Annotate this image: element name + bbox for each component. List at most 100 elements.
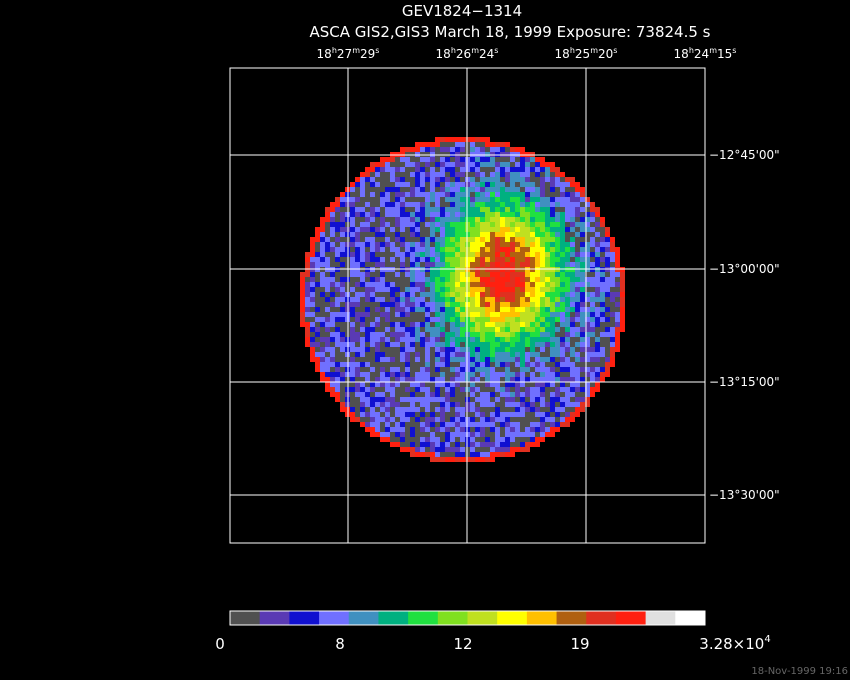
pixel bbox=[330, 212, 335, 217]
pixel bbox=[475, 417, 480, 422]
pixel bbox=[475, 377, 480, 382]
pixel bbox=[325, 312, 330, 317]
pixel bbox=[445, 242, 450, 247]
pixel bbox=[610, 272, 615, 277]
pixel bbox=[605, 277, 610, 282]
pixel bbox=[500, 342, 505, 347]
pixel bbox=[375, 202, 380, 207]
pixel bbox=[380, 332, 385, 337]
pixel bbox=[420, 442, 425, 447]
pixel bbox=[575, 382, 580, 387]
pixel bbox=[455, 397, 460, 402]
pixel bbox=[520, 282, 525, 287]
pixel bbox=[555, 417, 560, 422]
pixel bbox=[560, 262, 565, 267]
pixel bbox=[385, 202, 390, 207]
pixel bbox=[500, 302, 505, 307]
pixel bbox=[395, 327, 400, 332]
pixel bbox=[355, 227, 360, 232]
pixel bbox=[580, 347, 585, 352]
pixel bbox=[445, 182, 450, 187]
pixel bbox=[495, 342, 500, 347]
pixel bbox=[365, 317, 370, 322]
pixel bbox=[560, 297, 565, 302]
pixel bbox=[350, 382, 355, 387]
pixel bbox=[595, 252, 600, 257]
pixel bbox=[480, 407, 485, 412]
pixel bbox=[510, 447, 515, 452]
pixel bbox=[330, 287, 335, 292]
pixel bbox=[560, 422, 565, 427]
pixel bbox=[455, 377, 460, 382]
pixel bbox=[400, 222, 405, 227]
pixel bbox=[450, 207, 455, 212]
pixel bbox=[480, 157, 485, 162]
colorbar-segment bbox=[526, 611, 558, 625]
pixel bbox=[475, 307, 480, 312]
pixel bbox=[380, 232, 385, 237]
pixel bbox=[595, 237, 600, 242]
pixel bbox=[335, 357, 340, 362]
pixel bbox=[530, 357, 535, 362]
pixel bbox=[470, 402, 475, 407]
colorbar-segment bbox=[645, 611, 676, 625]
pixel bbox=[570, 287, 575, 292]
pixel bbox=[455, 312, 460, 317]
pixel bbox=[300, 277, 305, 282]
pixel bbox=[495, 197, 500, 202]
pixel bbox=[405, 247, 410, 252]
pixel bbox=[380, 162, 385, 167]
pixel bbox=[525, 347, 530, 352]
pixel bbox=[300, 317, 305, 322]
pixel bbox=[440, 382, 445, 387]
pixel bbox=[445, 282, 450, 287]
pixel bbox=[485, 187, 490, 192]
pixel bbox=[530, 377, 535, 382]
pixel bbox=[425, 407, 430, 412]
pixel bbox=[500, 207, 505, 212]
pixel bbox=[400, 162, 405, 167]
pixel bbox=[495, 182, 500, 187]
pixel bbox=[565, 242, 570, 247]
pixel bbox=[325, 387, 330, 392]
pixel bbox=[530, 177, 535, 182]
colorbar-segment bbox=[230, 611, 261, 625]
pixel bbox=[490, 357, 495, 362]
pixel bbox=[480, 387, 485, 392]
pixel bbox=[505, 347, 510, 352]
pixel bbox=[455, 257, 460, 262]
pixel bbox=[545, 252, 550, 257]
pixel bbox=[610, 242, 615, 247]
pixel bbox=[320, 247, 325, 252]
pixel bbox=[405, 447, 410, 452]
pixel bbox=[470, 237, 475, 242]
pixel bbox=[510, 187, 515, 192]
colorbar-label-part: 0 bbox=[215, 635, 225, 653]
pixel bbox=[510, 292, 515, 297]
pixel bbox=[540, 262, 545, 267]
pixel bbox=[420, 287, 425, 292]
pixel bbox=[355, 177, 360, 182]
pixel bbox=[360, 232, 365, 237]
pixel bbox=[415, 197, 420, 202]
pixel bbox=[550, 387, 555, 392]
pixel bbox=[510, 172, 515, 177]
pixel bbox=[325, 342, 330, 347]
pixel bbox=[425, 222, 430, 227]
pixel bbox=[510, 427, 515, 432]
pixel bbox=[510, 212, 515, 217]
pixel bbox=[485, 342, 490, 347]
pixel bbox=[600, 327, 605, 332]
grid bbox=[230, 68, 705, 543]
pixel bbox=[340, 247, 345, 252]
pixel bbox=[405, 262, 410, 267]
colorbar-label: 12 bbox=[453, 635, 472, 653]
pixel bbox=[380, 337, 385, 342]
pixel bbox=[415, 262, 420, 267]
pixel bbox=[340, 277, 345, 282]
pixel bbox=[395, 332, 400, 337]
pixel bbox=[405, 322, 410, 327]
pixel bbox=[460, 217, 465, 222]
pixel bbox=[315, 292, 320, 297]
pixel bbox=[470, 412, 475, 417]
